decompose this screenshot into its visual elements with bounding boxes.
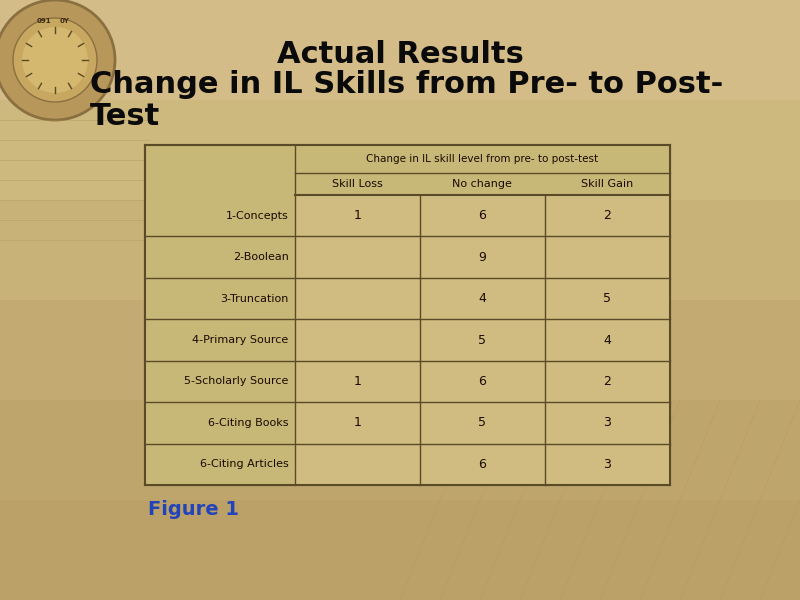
- Text: 3: 3: [603, 458, 611, 471]
- Bar: [0, 400, 800, 500]
- Bar: [294, 402, 420, 443]
- Text: Change in IL Skills from Pre- to Post-: Change in IL Skills from Pre- to Post-: [90, 70, 723, 99]
- Bar: [145, 319, 294, 361]
- Text: Test: Test: [90, 102, 160, 131]
- Text: 4-Primary Source: 4-Primary Source: [192, 335, 289, 345]
- Bar: [545, 361, 670, 402]
- Text: 4: 4: [603, 334, 611, 346]
- Bar: [545, 278, 670, 319]
- Bar: [145, 402, 294, 443]
- Bar: [420, 443, 545, 485]
- Text: 1-Concepts: 1-Concepts: [226, 211, 289, 221]
- Text: 5-Scholarly Source: 5-Scholarly Source: [184, 376, 289, 386]
- Bar: [294, 319, 420, 361]
- Bar: [0, 300, 800, 400]
- Bar: [420, 278, 545, 319]
- Text: 091: 091: [37, 18, 52, 24]
- Text: 6-Citing Books: 6-Citing Books: [208, 418, 289, 428]
- Bar: [420, 319, 545, 361]
- Bar: [0, 200, 800, 300]
- Text: Change in IL skill level from pre- to post-test: Change in IL skill level from pre- to po…: [366, 154, 598, 164]
- Bar: [294, 236, 420, 278]
- Bar: [545, 402, 670, 443]
- Text: 3: 3: [603, 416, 611, 430]
- Bar: [420, 402, 545, 443]
- Bar: [545, 319, 670, 361]
- Bar: [294, 278, 420, 319]
- Bar: [0, 500, 800, 600]
- Text: Figure 1: Figure 1: [148, 500, 239, 519]
- Text: 3-Truncation: 3-Truncation: [220, 293, 289, 304]
- Bar: [420, 195, 545, 236]
- Text: 6-Citing Articles: 6-Citing Articles: [200, 459, 289, 469]
- Bar: [145, 278, 294, 319]
- Bar: [145, 145, 670, 485]
- Bar: [145, 443, 294, 485]
- Text: Skill Loss: Skill Loss: [332, 179, 382, 189]
- Bar: [545, 236, 670, 278]
- Bar: [545, 443, 670, 485]
- Bar: [145, 195, 294, 236]
- Bar: [0, 0, 800, 100]
- Bar: [145, 361, 294, 402]
- Bar: [545, 195, 670, 236]
- Text: 5: 5: [603, 292, 611, 305]
- Text: No change: No change: [452, 179, 512, 189]
- Bar: [145, 236, 294, 278]
- Text: 5: 5: [478, 334, 486, 346]
- Text: 6: 6: [478, 458, 486, 471]
- Bar: [294, 173, 670, 195]
- Text: 1: 1: [354, 416, 361, 430]
- Text: 9: 9: [478, 251, 486, 263]
- Text: 5: 5: [478, 416, 486, 430]
- Text: 2-Boolean: 2-Boolean: [233, 252, 289, 262]
- Text: 4: 4: [478, 292, 486, 305]
- Text: 2: 2: [603, 375, 611, 388]
- Bar: [294, 443, 420, 485]
- Text: 2: 2: [603, 209, 611, 222]
- Circle shape: [22, 27, 88, 93]
- Text: 0Y: 0Y: [60, 18, 70, 24]
- Text: 6: 6: [478, 209, 486, 222]
- Text: 6: 6: [478, 375, 486, 388]
- Bar: [420, 236, 545, 278]
- Bar: [294, 195, 420, 236]
- Circle shape: [0, 0, 115, 120]
- Text: Skill Gain: Skill Gain: [582, 179, 634, 189]
- Text: 1: 1: [354, 209, 361, 222]
- Text: 1: 1: [354, 375, 361, 388]
- Bar: [294, 145, 670, 173]
- Bar: [420, 361, 545, 402]
- Bar: [0, 100, 800, 200]
- Circle shape: [13, 18, 97, 102]
- Text: Actual Results: Actual Results: [277, 40, 523, 69]
- Bar: [294, 361, 420, 402]
